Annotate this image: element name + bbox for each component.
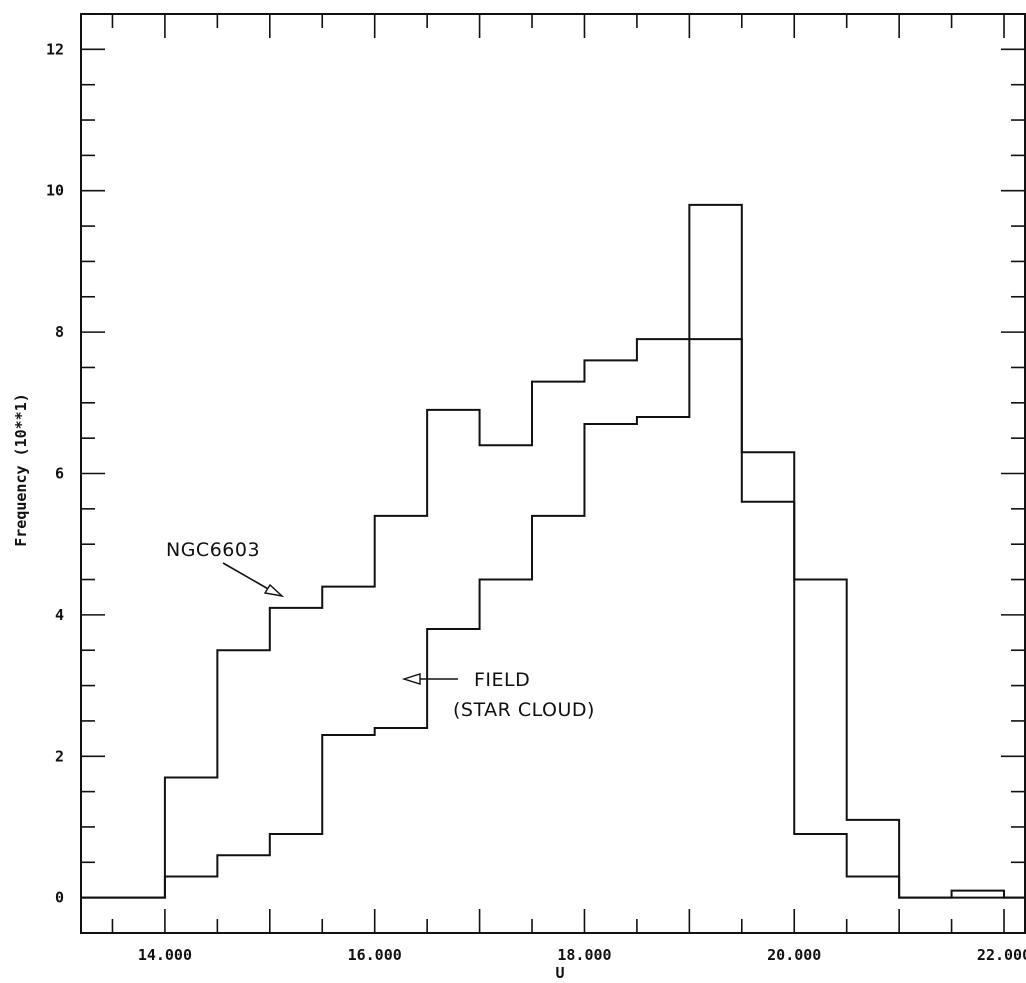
annotation-ngc6603: NGC6603	[166, 539, 285, 598]
x-tick-label: 22.000	[977, 946, 1026, 964]
x-tick-label: 14.000	[138, 946, 192, 964]
annotation-field-label-line1: FIELD	[474, 669, 530, 691]
series-ngc6603-line	[81, 338, 1025, 899]
y-tick-label: 8	[55, 323, 64, 341]
y-tick-label: 4	[55, 606, 64, 624]
y-axis-title: Frequency (10**1)	[12, 393, 30, 547]
y-tick-label: 6	[55, 465, 64, 483]
x-axis-title: U	[555, 964, 564, 982]
series-field-line	[81, 203, 1025, 899]
annotation-field-arrow-head	[401, 673, 421, 685]
y-tick-label: 12	[46, 40, 64, 58]
x-tick-label: 20.000	[767, 946, 821, 964]
annotation-ngc6603-arrow-shaft	[222, 562, 271, 591]
annotation-ngc6603-label: NGC6603	[166, 539, 260, 561]
annotation-field: FIELD (STAR CLOUD)	[401, 669, 595, 721]
y-tick-label: 0	[55, 889, 64, 907]
x-tick-label: 18.000	[557, 946, 611, 964]
x-tick-label: 16.000	[348, 946, 402, 964]
y-tick-labels: 0 2 4 6 8 10 12	[46, 40, 64, 906]
y-tick-label: 2	[55, 747, 64, 765]
histogram-series	[81, 203, 1025, 899]
annotation-ngc6603-arrow-head	[263, 583, 285, 598]
x-tick-labels: 14.000 16.000 18.000 20.000 22.000	[138, 946, 1026, 964]
plot-frame	[80, 13, 1026, 934]
y-tick-label: 10	[46, 182, 64, 200]
axis-ticks	[81, 13, 1025, 933]
annotation-field-label-line2: (STAR CLOUD)	[453, 699, 595, 721]
